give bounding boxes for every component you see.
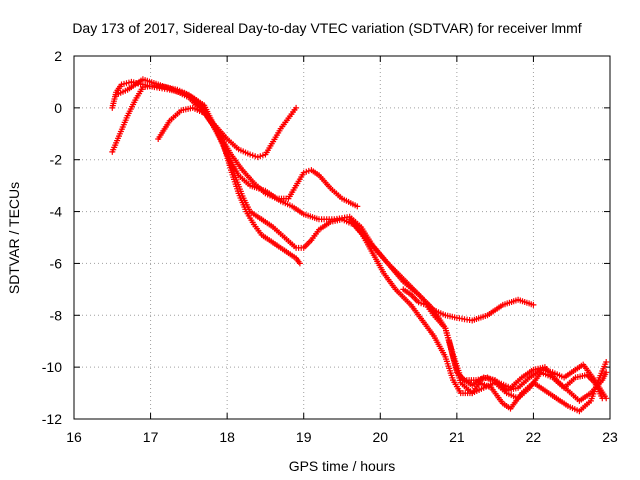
plot-frame: [73, 55, 611, 420]
y-tick-labels: 2 0 -2 -4 -6 -8 -10 -12: [42, 48, 62, 427]
x-tick-label: 19: [296, 429, 312, 445]
x-tick-label: 22: [526, 429, 542, 445]
x-tick-label: 18: [219, 429, 235, 445]
y-tick-label: -12: [42, 411, 62, 427]
x-tick-label: 17: [143, 429, 159, 445]
x-tick-labels: 16 17 18 19 20 21 22 23: [66, 429, 618, 445]
x-tick-label: 20: [372, 429, 388, 445]
x-tick-label: 21: [449, 429, 465, 445]
y-tick-label: -6: [50, 255, 63, 271]
x-axis-label: GPS time / hours: [289, 458, 396, 474]
series-track-5: [185, 91, 606, 402]
data-series: [109, 76, 610, 415]
x-tick-label: 16: [66, 429, 82, 445]
plus-markers: [113, 76, 361, 210]
y-tick-label: -4: [50, 204, 63, 220]
y-tick-label: 2: [54, 48, 62, 64]
y-tick-label: -2: [50, 152, 63, 168]
chart-title: Day 173 of 2017, Sidereal Day-to-day VTE…: [72, 20, 581, 36]
y-tick-label: -8: [50, 307, 63, 323]
plus-markers: [400, 286, 610, 402]
grid: [74, 56, 610, 419]
x-tick-label: 23: [602, 429, 618, 445]
plus-markers: [185, 91, 606, 402]
series-line: [188, 94, 603, 400]
y-axis-label: SDTVAR / TECUs: [6, 182, 22, 294]
axis-ticks: [73, 55, 611, 420]
y-tick-label: -10: [42, 359, 62, 375]
y-tick-label: 0: [54, 100, 62, 116]
series-track-8: [400, 286, 610, 402]
series-track-4: [113, 76, 361, 210]
